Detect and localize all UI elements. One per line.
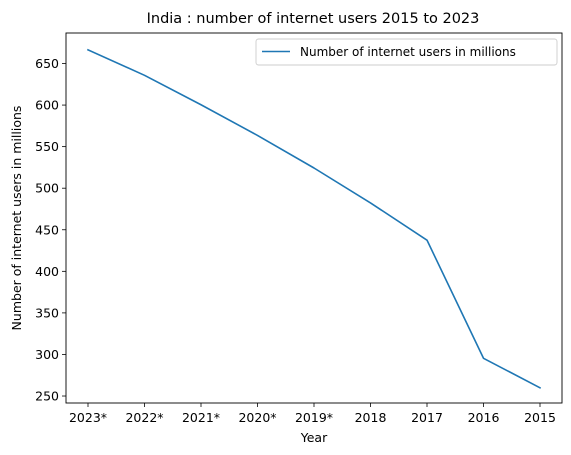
- x-tick-label: 2016: [468, 410, 500, 425]
- plot-marks: [86, 48, 542, 389]
- legend: Number of internet users in millions: [255, 38, 558, 66]
- y-tick-label: 400: [35, 264, 59, 279]
- y-tick-label: 300: [35, 347, 59, 362]
- y-tick-label: 650: [35, 56, 59, 71]
- y-tick-label: 450: [35, 222, 59, 237]
- x-tick-label: 2021*: [182, 410, 220, 425]
- chart-title: India : number of internet users 2015 to…: [147, 11, 480, 27]
- x-axis: 2023* 2022* 2021* 2020* 2019* 2018 2017 2016 201…: [69, 403, 556, 425]
- y-axis: 250 300 350 400 450 500 550 600 650: [35, 56, 66, 404]
- x-tick-label: 2017: [411, 410, 443, 425]
- y-axis-label: Number of internet users in millions: [9, 106, 24, 331]
- x-tick-label: 2015: [524, 410, 556, 425]
- y-tick-label: 550: [35, 139, 59, 154]
- x-axis-label: Year: [300, 430, 328, 445]
- x-tick-label: 2023*: [69, 410, 107, 425]
- x-tick-label: 2020*: [238, 410, 276, 425]
- y-tick-label: 350: [35, 305, 59, 320]
- y-tick-label: 250: [35, 389, 59, 404]
- plot-frame: [65, 32, 563, 404]
- series-line: [86, 48, 542, 389]
- x-tick-label: 2018: [355, 410, 387, 425]
- x-tick-label: 2019*: [295, 410, 333, 425]
- y-tick-label: 500: [35, 181, 59, 196]
- legend-label: Number of internet users in millions: [300, 45, 516, 59]
- plot-area: [66, 33, 562, 403]
- x-tick-label: 2022*: [125, 410, 163, 425]
- legend-box: [255, 38, 558, 66]
- y-tick-label: 600: [35, 98, 59, 113]
